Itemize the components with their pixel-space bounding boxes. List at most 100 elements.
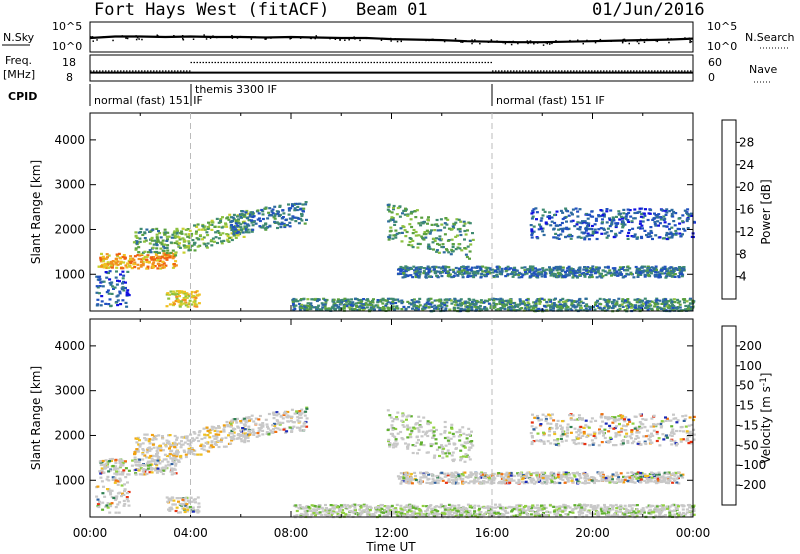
echo-cell: [668, 210, 672, 213]
echo-cell: [557, 237, 561, 240]
echo-cell: [525, 272, 529, 275]
echo-cell: [609, 230, 613, 233]
echo-cell: [523, 273, 527, 276]
echo-cell: [427, 247, 430, 250]
echo-cell: [475, 480, 479, 483]
noise-search-dot: [182, 39, 185, 41]
echo-cell: [595, 276, 599, 279]
echo-cell: [672, 210, 676, 214]
echo-cell: [616, 274, 620, 277]
echo-cell: [137, 443, 141, 446]
echo-cell: [121, 464, 125, 467]
echo-cell: [190, 303, 194, 306]
echo-cell: [404, 442, 407, 445]
echo-cell: [459, 307, 463, 310]
echo-cell: [238, 231, 241, 235]
echo-cell: [441, 456, 445, 459]
echo-cell: [199, 453, 203, 456]
echo-cell: [183, 246, 187, 249]
echo-cell: [214, 443, 218, 446]
echo-cell: [208, 431, 212, 434]
echo-cell: [201, 224, 205, 228]
echo-cell: [151, 263, 155, 266]
echo-cell: [474, 266, 477, 269]
echo-cell: [386, 306, 390, 309]
echo-cell: [635, 211, 639, 214]
echo-cell: [401, 412, 405, 415]
echo-cell: [258, 219, 262, 223]
echo-cell: [148, 242, 152, 245]
echo-cell: [492, 481, 496, 484]
echo-cell: [381, 309, 385, 312]
echo-cell: [573, 271, 577, 274]
echo-cell: [145, 260, 149, 264]
echo-cell: [512, 306, 516, 309]
echo-cell: [165, 454, 169, 458]
echo-cell: [489, 268, 493, 271]
echo-cell: [569, 307, 573, 310]
echo-cell: [141, 264, 145, 267]
echo-cell: [179, 300, 183, 303]
echo-cell: [431, 436, 435, 439]
noise-right-tick-low: 10^0: [707, 40, 737, 53]
echo-cell: [512, 273, 516, 276]
echo-cell: [230, 437, 234, 440]
echo-cell: [602, 307, 606, 310]
echo-cell: [416, 308, 420, 311]
echo-cell: [556, 306, 560, 309]
echo-cell: [116, 470, 120, 473]
echo-cell: [169, 457, 173, 460]
echo-cell: [388, 219, 392, 222]
echo-cell: [244, 419, 248, 422]
echo-cell: [474, 301, 478, 304]
echo-cell: [389, 297, 393, 300]
noise-search-dot: [471, 39, 473, 41]
echo-cell: [393, 223, 397, 226]
echo-cell: [145, 255, 149, 258]
echo-cell: [583, 475, 587, 478]
echo-cell: [133, 456, 137, 459]
echo-cell: [99, 472, 103, 475]
echo-cell: [150, 468, 154, 471]
echo-cell: [111, 263, 115, 266]
echo-cell: [410, 267, 414, 270]
echo-cell: [452, 458, 456, 461]
echo-cell: [552, 236, 556, 239]
echo-cell: [395, 232, 399, 235]
echo-cell: [389, 229, 393, 232]
echo-cell: [668, 267, 672, 270]
echo-cell: [116, 480, 120, 483]
echo-cell: [654, 224, 658, 227]
echo-cell: [566, 228, 570, 231]
echo-cell: [257, 427, 261, 430]
echo-cell: [139, 260, 143, 263]
echo-cell: [620, 303, 624, 306]
echo-cell: [165, 239, 169, 242]
echo-cell: [517, 309, 521, 312]
echo-cell: [174, 458, 178, 461]
echo-cell: [415, 209, 419, 212]
echo-cell: [643, 229, 647, 232]
echo-cell: [571, 213, 574, 216]
echo-cell: [145, 228, 149, 231]
noise-search-dot: [264, 38, 266, 40]
echo-cell: [210, 239, 213, 242]
echo-cell: [404, 481, 408, 484]
echo-cell: [674, 471, 678, 474]
echo-cell: [387, 308, 391, 311]
echo-cell: [458, 267, 461, 270]
echo-cell: [141, 470, 145, 473]
echo-cell: [537, 298, 541, 301]
noise-search-dot: [684, 37, 686, 39]
echo-cell: [390, 301, 394, 305]
echo-cell: [552, 302, 556, 305]
echo-cell: [442, 447, 446, 450]
echo-cell: [623, 275, 627, 278]
echo-cell: [492, 479, 496, 482]
echo-cell: [246, 228, 250, 231]
echo-cell: [677, 476, 680, 479]
echo-cell: [670, 212, 674, 216]
echo-cell: [663, 265, 667, 268]
echo-cell: [423, 307, 427, 310]
echo-cell: [635, 269, 639, 272]
